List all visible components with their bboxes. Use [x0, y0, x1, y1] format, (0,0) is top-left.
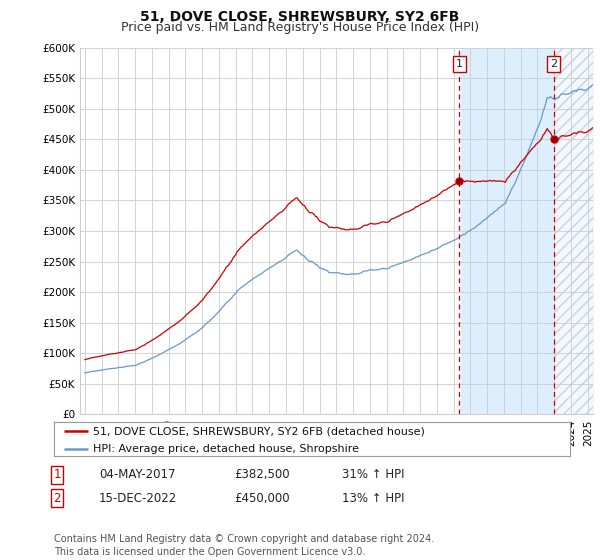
Text: 51, DOVE CLOSE, SHREWSBURY, SY2 6FB (detached house): 51, DOVE CLOSE, SHREWSBURY, SY2 6FB (det…	[92, 426, 425, 436]
Text: 1: 1	[53, 468, 61, 482]
Text: 04-MAY-2017: 04-MAY-2017	[99, 468, 176, 482]
Text: £382,500: £382,500	[234, 468, 290, 482]
Text: Contains HM Land Registry data © Crown copyright and database right 2024.
This d: Contains HM Land Registry data © Crown c…	[54, 534, 434, 557]
Text: 2: 2	[53, 492, 61, 505]
Text: 51, DOVE CLOSE, SHREWSBURY, SY2 6FB: 51, DOVE CLOSE, SHREWSBURY, SY2 6FB	[140, 10, 460, 24]
Bar	[554, 48, 593, 414]
Text: Price paid vs. HM Land Registry's House Price Index (HPI): Price paid vs. HM Land Registry's House …	[121, 21, 479, 34]
Text: £450,000: £450,000	[234, 492, 290, 505]
Text: 31% ↑ HPI: 31% ↑ HPI	[342, 468, 404, 482]
Text: 15-DEC-2022: 15-DEC-2022	[99, 492, 177, 505]
Text: 13% ↑ HPI: 13% ↑ HPI	[342, 492, 404, 505]
Text: 1: 1	[456, 59, 463, 69]
Text: 2: 2	[550, 59, 557, 69]
Text: HPI: Average price, detached house, Shropshire: HPI: Average price, detached house, Shro…	[92, 444, 359, 454]
